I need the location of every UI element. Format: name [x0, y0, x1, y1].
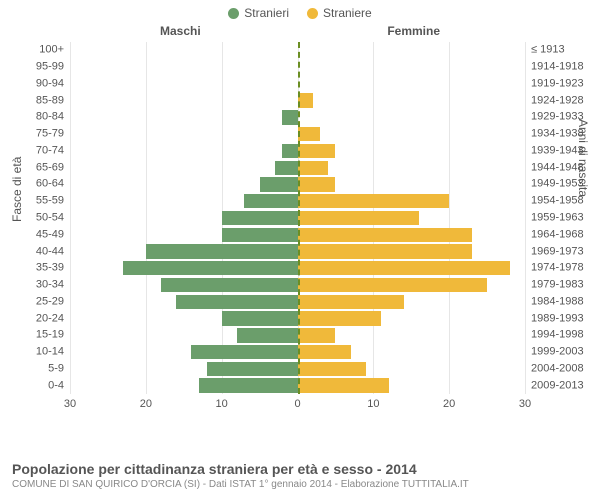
x-tick-label: 20: [443, 394, 455, 410]
bar-female: [298, 345, 351, 359]
age-label: 55-59: [36, 196, 70, 207]
age-label: 95-99: [36, 62, 70, 73]
age-label: 70-74: [36, 145, 70, 156]
age-label: 65-69: [36, 162, 70, 173]
bar-male: [260, 177, 298, 191]
plot-area: 3020100102030100+≤ 191395-991914-191890-…: [70, 42, 525, 394]
chart-subtitle: COMUNE DI SAN QUIRICO D'ORCIA (SI) - Dat…: [12, 479, 469, 490]
bar-male: [207, 362, 298, 376]
bar-female: [298, 278, 488, 292]
age-label: 5-9: [48, 363, 70, 374]
age-label: 50-54: [36, 212, 70, 223]
birth-year-label: 2004-2008: [525, 363, 584, 374]
birth-year-label: 1954-1958: [525, 196, 584, 207]
legend-item-male: Stranieri: [228, 6, 289, 20]
bar-male: [161, 278, 298, 292]
birth-year-label: 1919-1923: [525, 78, 584, 89]
birth-year-label: 1949-1953: [525, 179, 584, 190]
legend: Stranieri Straniere: [0, 0, 600, 20]
x-tick-label: 30: [64, 394, 76, 410]
bar-male: [282, 144, 297, 158]
legend-label-female: Straniere: [323, 6, 372, 20]
bar-male: [191, 345, 297, 359]
birth-year-label: 1999-2003: [525, 347, 584, 358]
bar-female: [298, 93, 313, 107]
legend-swatch-male: [228, 8, 239, 19]
bar-male: [176, 295, 297, 309]
bar-female: [298, 211, 419, 225]
bar-male: [222, 228, 298, 242]
x-tick-label: 30: [519, 394, 531, 410]
age-label: 0-4: [48, 380, 70, 391]
chart-title: Popolazione per cittadinanza straniera p…: [12, 461, 469, 477]
birth-year-label: 1914-1918: [525, 62, 584, 73]
center-line: [298, 42, 300, 394]
birth-year-label: 1974-1978: [525, 263, 584, 274]
birth-year-label: 1929-1933: [525, 112, 584, 123]
bar-male: [244, 194, 297, 208]
age-label: 10-14: [36, 347, 70, 358]
chart-footer: Popolazione per cittadinanza straniera p…: [12, 461, 469, 490]
bar-female: [298, 244, 472, 258]
bar-female: [298, 261, 510, 275]
bar-female: [298, 194, 450, 208]
bar-male: [282, 110, 297, 124]
age-label: 30-34: [36, 280, 70, 291]
birth-year-label: ≤ 1913: [525, 45, 565, 56]
age-label: 80-84: [36, 112, 70, 123]
birth-year-label: 1934-1938: [525, 129, 584, 140]
bar-male: [199, 378, 298, 392]
bar-female: [298, 378, 389, 392]
birth-year-label: 2009-2013: [525, 380, 584, 391]
bar-female: [298, 127, 321, 141]
bar-male: [146, 244, 298, 258]
birth-year-label: 1984-1988: [525, 296, 584, 307]
x-tick-label: 10: [216, 394, 228, 410]
bar-male: [123, 261, 297, 275]
bar-female: [298, 362, 366, 376]
x-tick-label: 0: [294, 394, 300, 410]
age-label: 85-89: [36, 95, 70, 106]
legend-label-male: Stranieri: [244, 6, 289, 20]
x-tick-label: 20: [140, 394, 152, 410]
bar-male: [222, 211, 298, 225]
age-label: 45-49: [36, 229, 70, 240]
legend-swatch-female: [307, 8, 318, 19]
age-label: 100+: [39, 45, 70, 56]
legend-item-female: Straniere: [307, 6, 372, 20]
birth-year-label: 1924-1928: [525, 95, 584, 106]
pyramid-chart: Maschi Femmine Fasce di età Anni di nasc…: [20, 22, 580, 422]
age-label: 20-24: [36, 313, 70, 324]
bar-female: [298, 144, 336, 158]
age-label: 90-94: [36, 78, 70, 89]
birth-year-label: 1939-1943: [525, 145, 584, 156]
birth-year-label: 1979-1983: [525, 280, 584, 291]
bar-male: [275, 161, 298, 175]
age-label: 40-44: [36, 246, 70, 257]
bar-female: [298, 228, 472, 242]
bar-female: [298, 311, 381, 325]
bar-female: [298, 161, 328, 175]
birth-year-label: 1994-1998: [525, 330, 584, 341]
bar-female: [298, 295, 404, 309]
birth-year-label: 1959-1963: [525, 212, 584, 223]
age-label: 15-19: [36, 330, 70, 341]
bar-male: [237, 328, 298, 342]
bar-male: [222, 311, 298, 325]
bar-female: [298, 177, 336, 191]
y-axis-title-left: Fasce di età: [10, 157, 24, 222]
birth-year-label: 1989-1993: [525, 313, 584, 324]
birth-year-label: 1969-1973: [525, 246, 584, 257]
bar-female: [298, 328, 336, 342]
age-label: 75-79: [36, 129, 70, 140]
age-label: 60-64: [36, 179, 70, 190]
column-header-male: Maschi: [160, 24, 201, 38]
x-tick-label: 10: [367, 394, 379, 410]
age-label: 25-29: [36, 296, 70, 307]
column-header-female: Femmine: [387, 24, 440, 38]
birth-year-label: 1944-1948: [525, 162, 584, 173]
birth-year-label: 1964-1968: [525, 229, 584, 240]
age-label: 35-39: [36, 263, 70, 274]
